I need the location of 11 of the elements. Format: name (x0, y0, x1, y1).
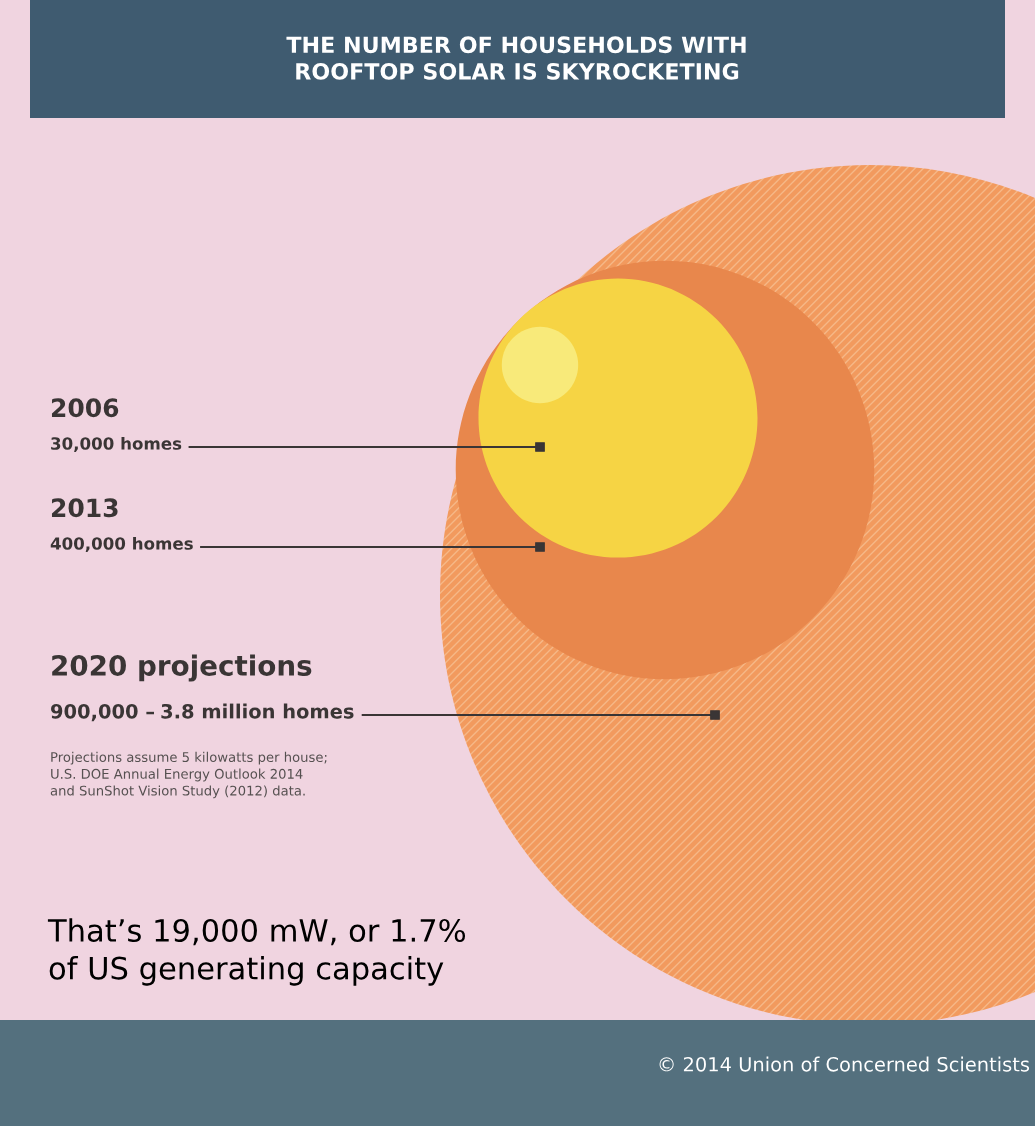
text: Projections assume 5 kilowatts per house; U.S. DOE Annual Energy Outlook 2014 and SunShot Vision Study (2012) data. (50, 751, 327, 799)
data-label: 3.8 million homes (161, 703, 354, 719)
text: THE NUMBER OF HOUSEHOLDS WITH ROOFTOP SOLAR IS SKYROCKETING (286, 36, 746, 80)
text: © 2014 Union of Concerned Scientists (659, 1056, 1030, 1072)
category-label: 2013 (51, 498, 118, 518)
category-label: 2006 (51, 398, 119, 418)
category-label: 2020 projections (52, 654, 312, 682)
text: That’s 19,000 mW, or 1.7% of US generating capacity (47, 918, 466, 986)
data-label: 30,000 homes (51, 436, 182, 452)
data-label: 900,000 – (51, 703, 155, 722)
data-label: 400,000 homes (50, 536, 193, 552)
